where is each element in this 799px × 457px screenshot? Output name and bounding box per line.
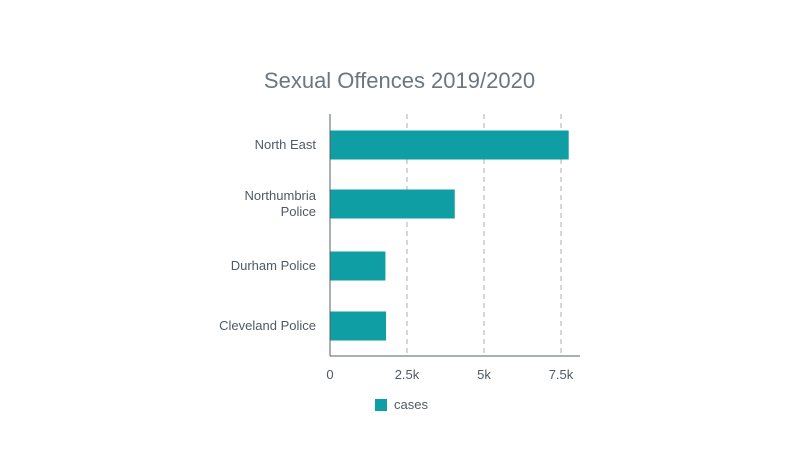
category-label: Northumbria [244,188,316,203]
legend-swatch [375,398,387,411]
x-tick-label: 0 [326,367,333,382]
axis-layer [329,114,580,357]
x-tick-label: 7.5k [549,367,574,382]
category-label: Police [281,204,316,219]
legend: cases [375,397,428,412]
chart-title: Sexual Offences 2019/2020 [263,68,536,93]
x-tick-label: 5k [477,367,491,382]
bar-layer [330,130,569,341]
legend-label: cases [394,397,428,412]
x-tick-label: 2.5k [395,367,420,382]
category-label: North East [255,137,317,152]
bar [330,311,387,341]
bar [330,130,569,160]
bar [330,189,455,219]
bar [330,251,386,281]
category-label: Cleveland Police [219,318,316,333]
category-label: Durham Police [231,258,316,273]
